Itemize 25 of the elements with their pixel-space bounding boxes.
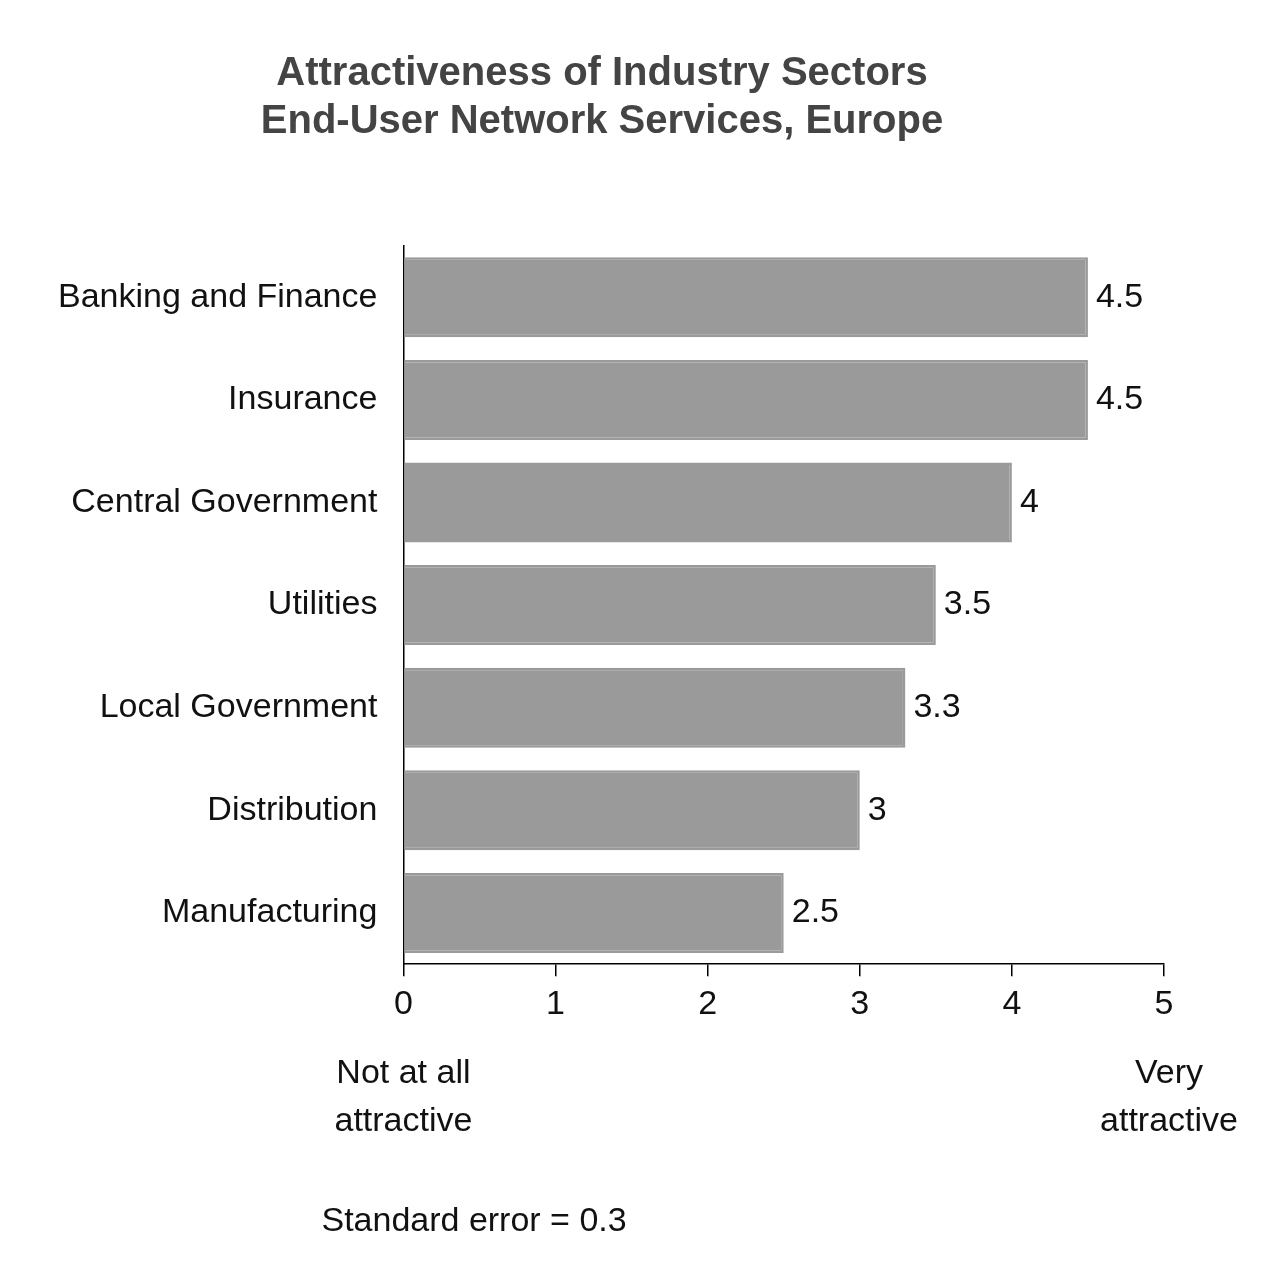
x-tick-label: 3 (850, 982, 870, 1021)
x-tick-label: 1 (546, 982, 566, 1021)
data-label: 3 (867, 788, 887, 827)
data-label: 4 (1019, 480, 1039, 519)
x-tick-label: 2 (698, 982, 718, 1021)
text: Very attractive (1100, 1051, 1238, 1138)
text: Attractiveness of Industry Sectors (276, 49, 928, 94)
y-tick-label: Distribution (207, 788, 378, 827)
y-tick-label: Manufacturing (161, 891, 378, 930)
data-label: 2.5 (791, 891, 839, 930)
x-tick-label: 4 (1002, 982, 1022, 1021)
data-label: 4.5 (1095, 275, 1144, 314)
y-tick-label: Insurance (228, 378, 378, 417)
x-tick-label: 0 (393, 982, 413, 1021)
text: End-User Network Services, Europe (260, 97, 944, 142)
y-tick-label: Central Government (71, 480, 378, 519)
data-label: 4.5 (1095, 378, 1144, 417)
y-tick-label: Banking and Finance (57, 275, 378, 314)
x-tick-label: 5 (1154, 982, 1174, 1021)
data-label: 3.3 (913, 686, 961, 725)
text: Not at all attractive (334, 1051, 473, 1138)
data-label: 3.5 (943, 583, 992, 622)
text: Standard error = 0.3 (321, 1199, 627, 1238)
y-tick-label: Utilities (267, 583, 378, 622)
y-tick-label: Local Government (99, 686, 378, 725)
